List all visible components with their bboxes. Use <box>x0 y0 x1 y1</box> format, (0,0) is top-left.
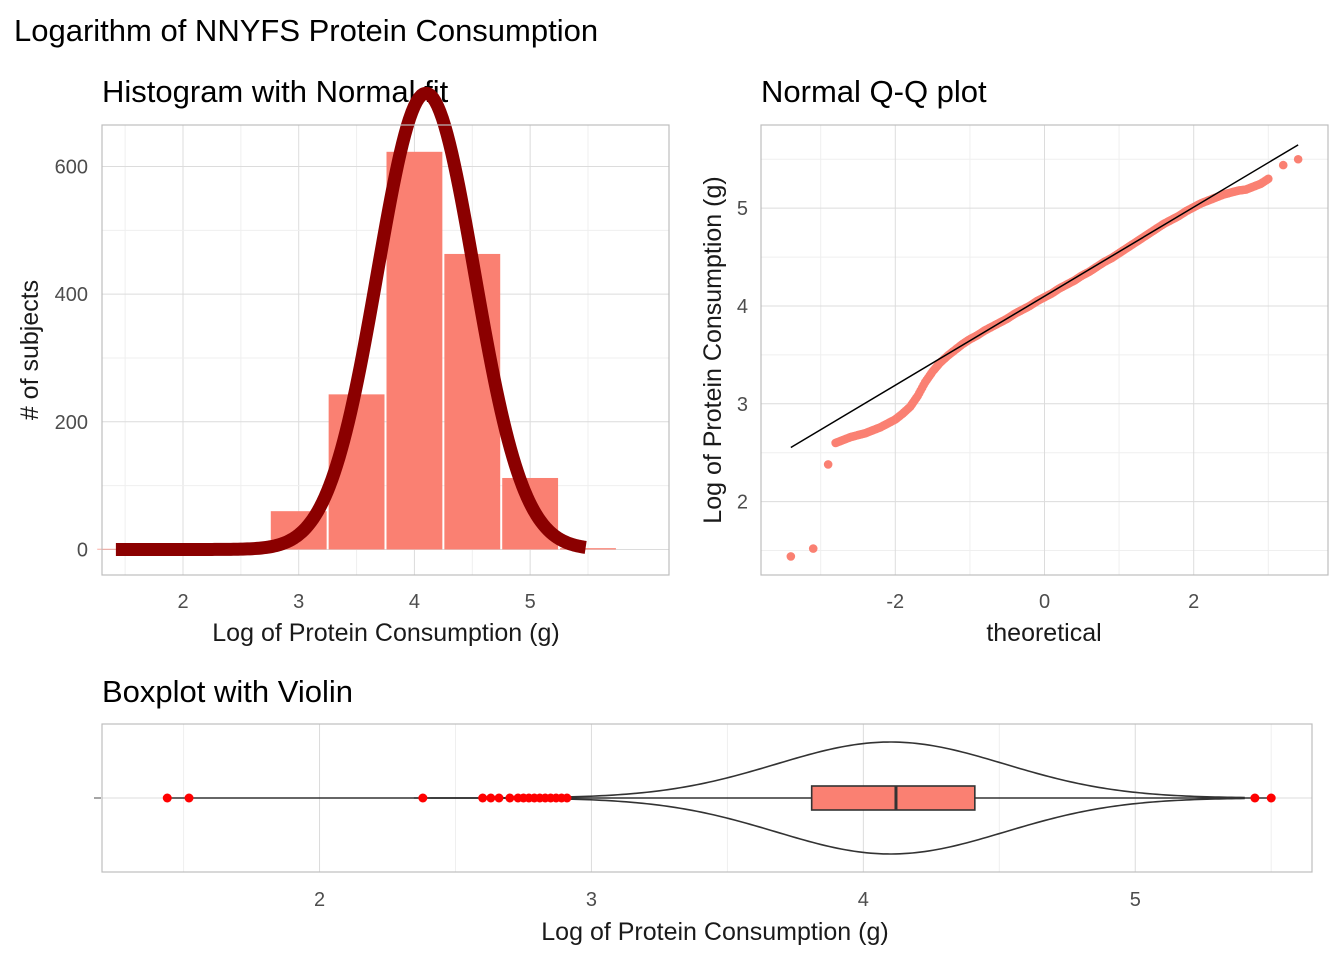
boxplot-outlier-point <box>184 793 194 803</box>
qq-y-tick-label: 3 <box>737 394 748 416</box>
histogram-y-tick-label: 0 <box>77 539 88 561</box>
boxplot-outlier-point <box>1266 793 1276 803</box>
boxplot-outlier-point <box>505 793 515 803</box>
boxplot-panel: Boxplot with Violin 2 3 4 5 Log of Protein … <box>94 674 1313 946</box>
boxplot-outlier-point <box>162 793 172 803</box>
histogram-title: Histogram with Normal fit <box>102 74 449 109</box>
qq-x-tick-label: -2 <box>886 591 904 613</box>
histogram-bars <box>97 151 616 550</box>
boxplot-outliers <box>162 793 1276 803</box>
histogram-panel: Histogram with Normal fit 2 3 4 5 0 200 400 600… <box>16 74 670 647</box>
boxplot-x-tick-label: 5 <box>1130 889 1141 911</box>
histogram-bar <box>560 548 616 550</box>
qq-title: Normal Q-Q plot <box>761 74 987 109</box>
qq-point <box>823 460 833 469</box>
histogram-ticks: 2 3 4 5 0 200 400 600 <box>55 156 536 613</box>
qq-point <box>1278 160 1288 170</box>
qq-point <box>808 544 818 553</box>
qq-ticks: -2 0 2 2 3 4 5 <box>737 198 1199 613</box>
boxplot-title: Boxplot with Violin <box>102 674 353 709</box>
boxplot-ticks: 2 3 4 5 <box>94 797 1141 911</box>
qq-point <box>1264 174 1273 184</box>
histogram-y-tick-label: 200 <box>55 412 88 434</box>
qq-point <box>1293 154 1303 164</box>
boxplot-outlier-point <box>562 793 572 803</box>
histogram-y-tick-label: 600 <box>55 156 88 178</box>
qq-y-tick-label: 5 <box>737 198 748 220</box>
boxplot-panel-border <box>101 723 1313 873</box>
boxplot-x-tick-label: 3 <box>586 889 597 911</box>
histogram-x-tick-label: 5 <box>525 591 536 613</box>
boxplot-outlier-point <box>478 793 488 803</box>
figure-title: Logarithm of NNYFS Protein Consumption <box>14 13 598 48</box>
histogram-x-tick-label: 3 <box>293 591 304 613</box>
boxplot-outlier-point <box>418 793 428 803</box>
qq-grid <box>761 125 1328 575</box>
histogram-x-axis-title: Log of Protein Consumption (g) <box>212 619 559 647</box>
qq-x-tick-label: 2 <box>1188 591 1199 613</box>
boxplot-x-tick-label: 4 <box>858 889 869 911</box>
boxplot-x-axis-title: Log of Protein Consumption (g) <box>541 918 888 946</box>
histogram-y-tick-label: 400 <box>55 284 88 306</box>
boxplot-outlier-point <box>494 793 504 803</box>
boxplot-box <box>810 785 976 811</box>
qq-y-axis-title: Log of Protein Consumption (g) <box>699 176 727 523</box>
normal-fit-curve <box>111 86 590 556</box>
histogram-x-tick-label: 4 <box>409 591 420 613</box>
qq-x-axis-title: theoretical <box>986 619 1101 647</box>
boxplot-x-tick-label: 2 <box>314 889 325 911</box>
qq-y-tick-label: 2 <box>737 492 748 514</box>
histogram-panel-border <box>101 124 670 576</box>
qq-y-tick-label: 4 <box>737 296 748 318</box>
boxplot-outlier-point <box>486 793 496 803</box>
qq-panel: Normal Q-Q plot -2 0 2 2 3 4 5 theoretical Log… <box>699 74 1329 647</box>
histogram-bar <box>386 151 443 550</box>
qq-point <box>786 552 796 561</box>
histogram-y-axis-title: # of subjects <box>16 280 44 420</box>
qq-panel-border <box>760 124 1329 576</box>
boxplot-outlier-point <box>1250 793 1260 803</box>
histogram-x-tick-label: 2 <box>177 591 188 613</box>
qq-reference-line <box>790 144 1299 449</box>
qq-x-tick-label: 0 <box>1039 591 1050 613</box>
histogram-bar <box>444 253 501 550</box>
